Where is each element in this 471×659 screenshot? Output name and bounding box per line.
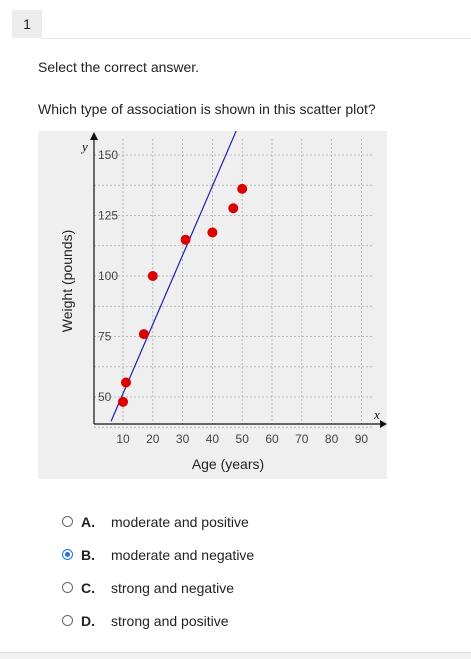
data-point [118,396,128,407]
x-axis-letter: x [373,407,380,422]
x-tick-label: 20 [146,432,160,446]
option-letter: D. [81,612,95,629]
x-tick-label: 10 [116,432,130,446]
x-tick-label: 90 [355,432,369,446]
answer-options: A. moderate and positive B. moderate and… [62,505,254,637]
y-axis-title: Weight (pounds) [59,230,75,332]
option-b[interactable]: B. moderate and negative [62,538,254,571]
x-axis-title: Age (years) [192,456,264,472]
option-text: strong and negative [111,579,234,596]
trend-line [110,131,237,422]
option-letter: A. [81,513,95,530]
x-axis-arrow [380,420,387,428]
data-point [120,377,131,388]
scatter-plot: 10 20 30 40 50 60 70 80 90 50 75 100 125 150 y x Age (ye… [38,131,387,479]
option-letter: B. [81,546,95,563]
y-axis-arrow [90,132,98,140]
option-letter: C. [81,579,95,596]
x-tick-label: 40 [206,432,220,446]
option-d[interactable]: D. strong and positive [62,604,254,637]
y-tick-label: 75 [98,330,112,344]
radio-button-a[interactable] [62,516,73,527]
option-text: moderate and negative [111,546,255,563]
x-tick-label: 50 [236,432,250,446]
radio-button-d[interactable] [62,615,73,626]
data-point [228,203,239,214]
y-tick-label: 150 [98,148,118,162]
data-point [147,271,158,281]
y-tick-label: 100 [98,269,118,283]
header-divider [42,38,471,39]
x-tick-label: 60 [265,432,279,446]
question-number-badge: 1 [12,10,42,38]
y-tick-label: 125 [98,209,118,223]
x-tick-label: 80 [325,432,339,446]
data-point [180,234,191,245]
data-point [237,183,248,194]
radio-button-b[interactable] [62,549,73,560]
option-text: strong and positive [111,612,229,629]
option-a[interactable]: A. moderate and positive [62,505,254,538]
y-axis-letter: y [80,139,88,154]
y-tick-label: 50 [98,390,112,404]
question-text: Which type of association is shown in th… [38,101,376,117]
instruction-text: Select the correct answer. [38,59,200,75]
data-point [138,329,149,340]
option-text: moderate and positive [111,513,249,530]
scatter-plot-svg: 10 20 30 40 50 60 70 80 90 50 75 100 125 150 y x Age (ye… [59,131,387,472]
x-tick-label: 30 [176,432,190,446]
x-tick-label: 70 [295,432,309,446]
data-point [207,227,218,238]
radio-button-c[interactable] [62,582,73,593]
option-c[interactable]: C. strong and negative [62,571,254,604]
